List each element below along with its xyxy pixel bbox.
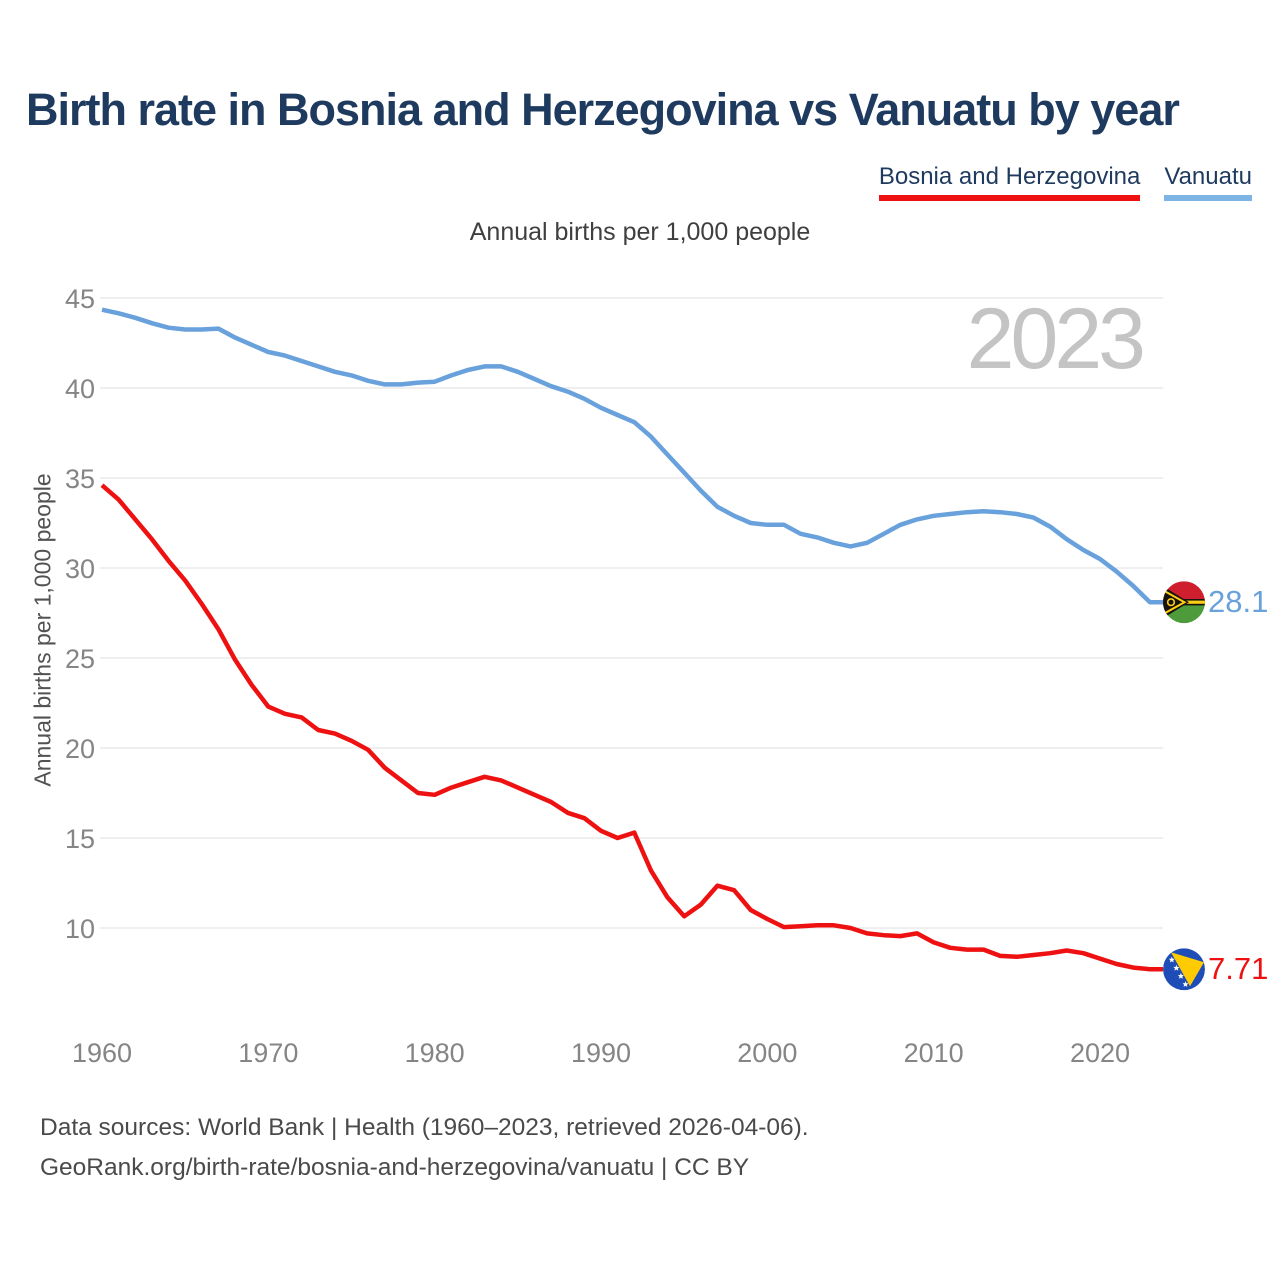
series-line-bosnia-and-herzegovina <box>100 483 1163 972</box>
page-title: Birth rate in Bosnia and Herzegovina vs … <box>26 84 1180 135</box>
y-tick-label: 20 <box>65 734 95 764</box>
legend-item-bosnia-and-herzegovina[interactable]: Bosnia and Herzegovina <box>878 163 1141 201</box>
x-tick-label: 1970 <box>238 1038 298 1068</box>
x-tick-label: 2010 <box>904 1038 964 1068</box>
legend-item-vanuatu[interactable]: Vanuatu <box>1164 163 1252 201</box>
y-axis-tick-labels: 10 15 20 25 30 35 40 45 <box>65 284 95 944</box>
bosnia-and-herzegovina-flag-icon <box>1163 948 1205 991</box>
y-tick-label: 25 <box>65 644 95 674</box>
x-tick-label: 1980 <box>405 1038 465 1068</box>
y-tick-label: 35 <box>65 464 95 494</box>
chart-subtitle: Annual births per 1,000 people <box>469 218 811 246</box>
y-tick-label: 40 <box>65 374 95 404</box>
x-tick-label: 1960 <box>72 1038 132 1068</box>
legend: Bosnia and Herzegovina Vanuatu <box>878 163 1252 201</box>
y-tick-label: 10 <box>65 914 95 944</box>
x-tick-label: 2000 <box>737 1038 797 1068</box>
legend-label: Bosnia and Herzegovina <box>878 163 1141 201</box>
y-tick-label: 30 <box>65 554 95 584</box>
vanuatu-flag-icon <box>1163 581 1205 624</box>
footer-line-2: GeoRank.org/birth-rate/bosnia-and-herzeg… <box>40 1154 750 1181</box>
x-tick-label: 2020 <box>1070 1038 1130 1068</box>
series-line-vanuatu <box>101 307 1163 605</box>
end-value-label-bosnia-and-herzegovina: 7.71 <box>1208 951 1268 986</box>
y-tick-label: 45 <box>65 284 95 314</box>
end-value-label-vanuatu: 28.1 <box>1208 584 1268 619</box>
watermark-year: 2023 <box>967 291 1143 387</box>
x-axis-tick-labels: 1960 1970 1980 1990 2000 2010 2020 <box>72 1038 1130 1068</box>
legend-label: Vanuatu <box>1164 163 1252 201</box>
x-tick-label: 1990 <box>571 1038 631 1068</box>
gridlines <box>100 297 1163 929</box>
footer-line-1: Data sources: World Bank | Health (1960–… <box>40 1114 809 1141</box>
y-tick-label: 15 <box>65 824 95 854</box>
data-source-footer: Data sources: World Bank | Health (1960–… <box>40 1108 809 1188</box>
